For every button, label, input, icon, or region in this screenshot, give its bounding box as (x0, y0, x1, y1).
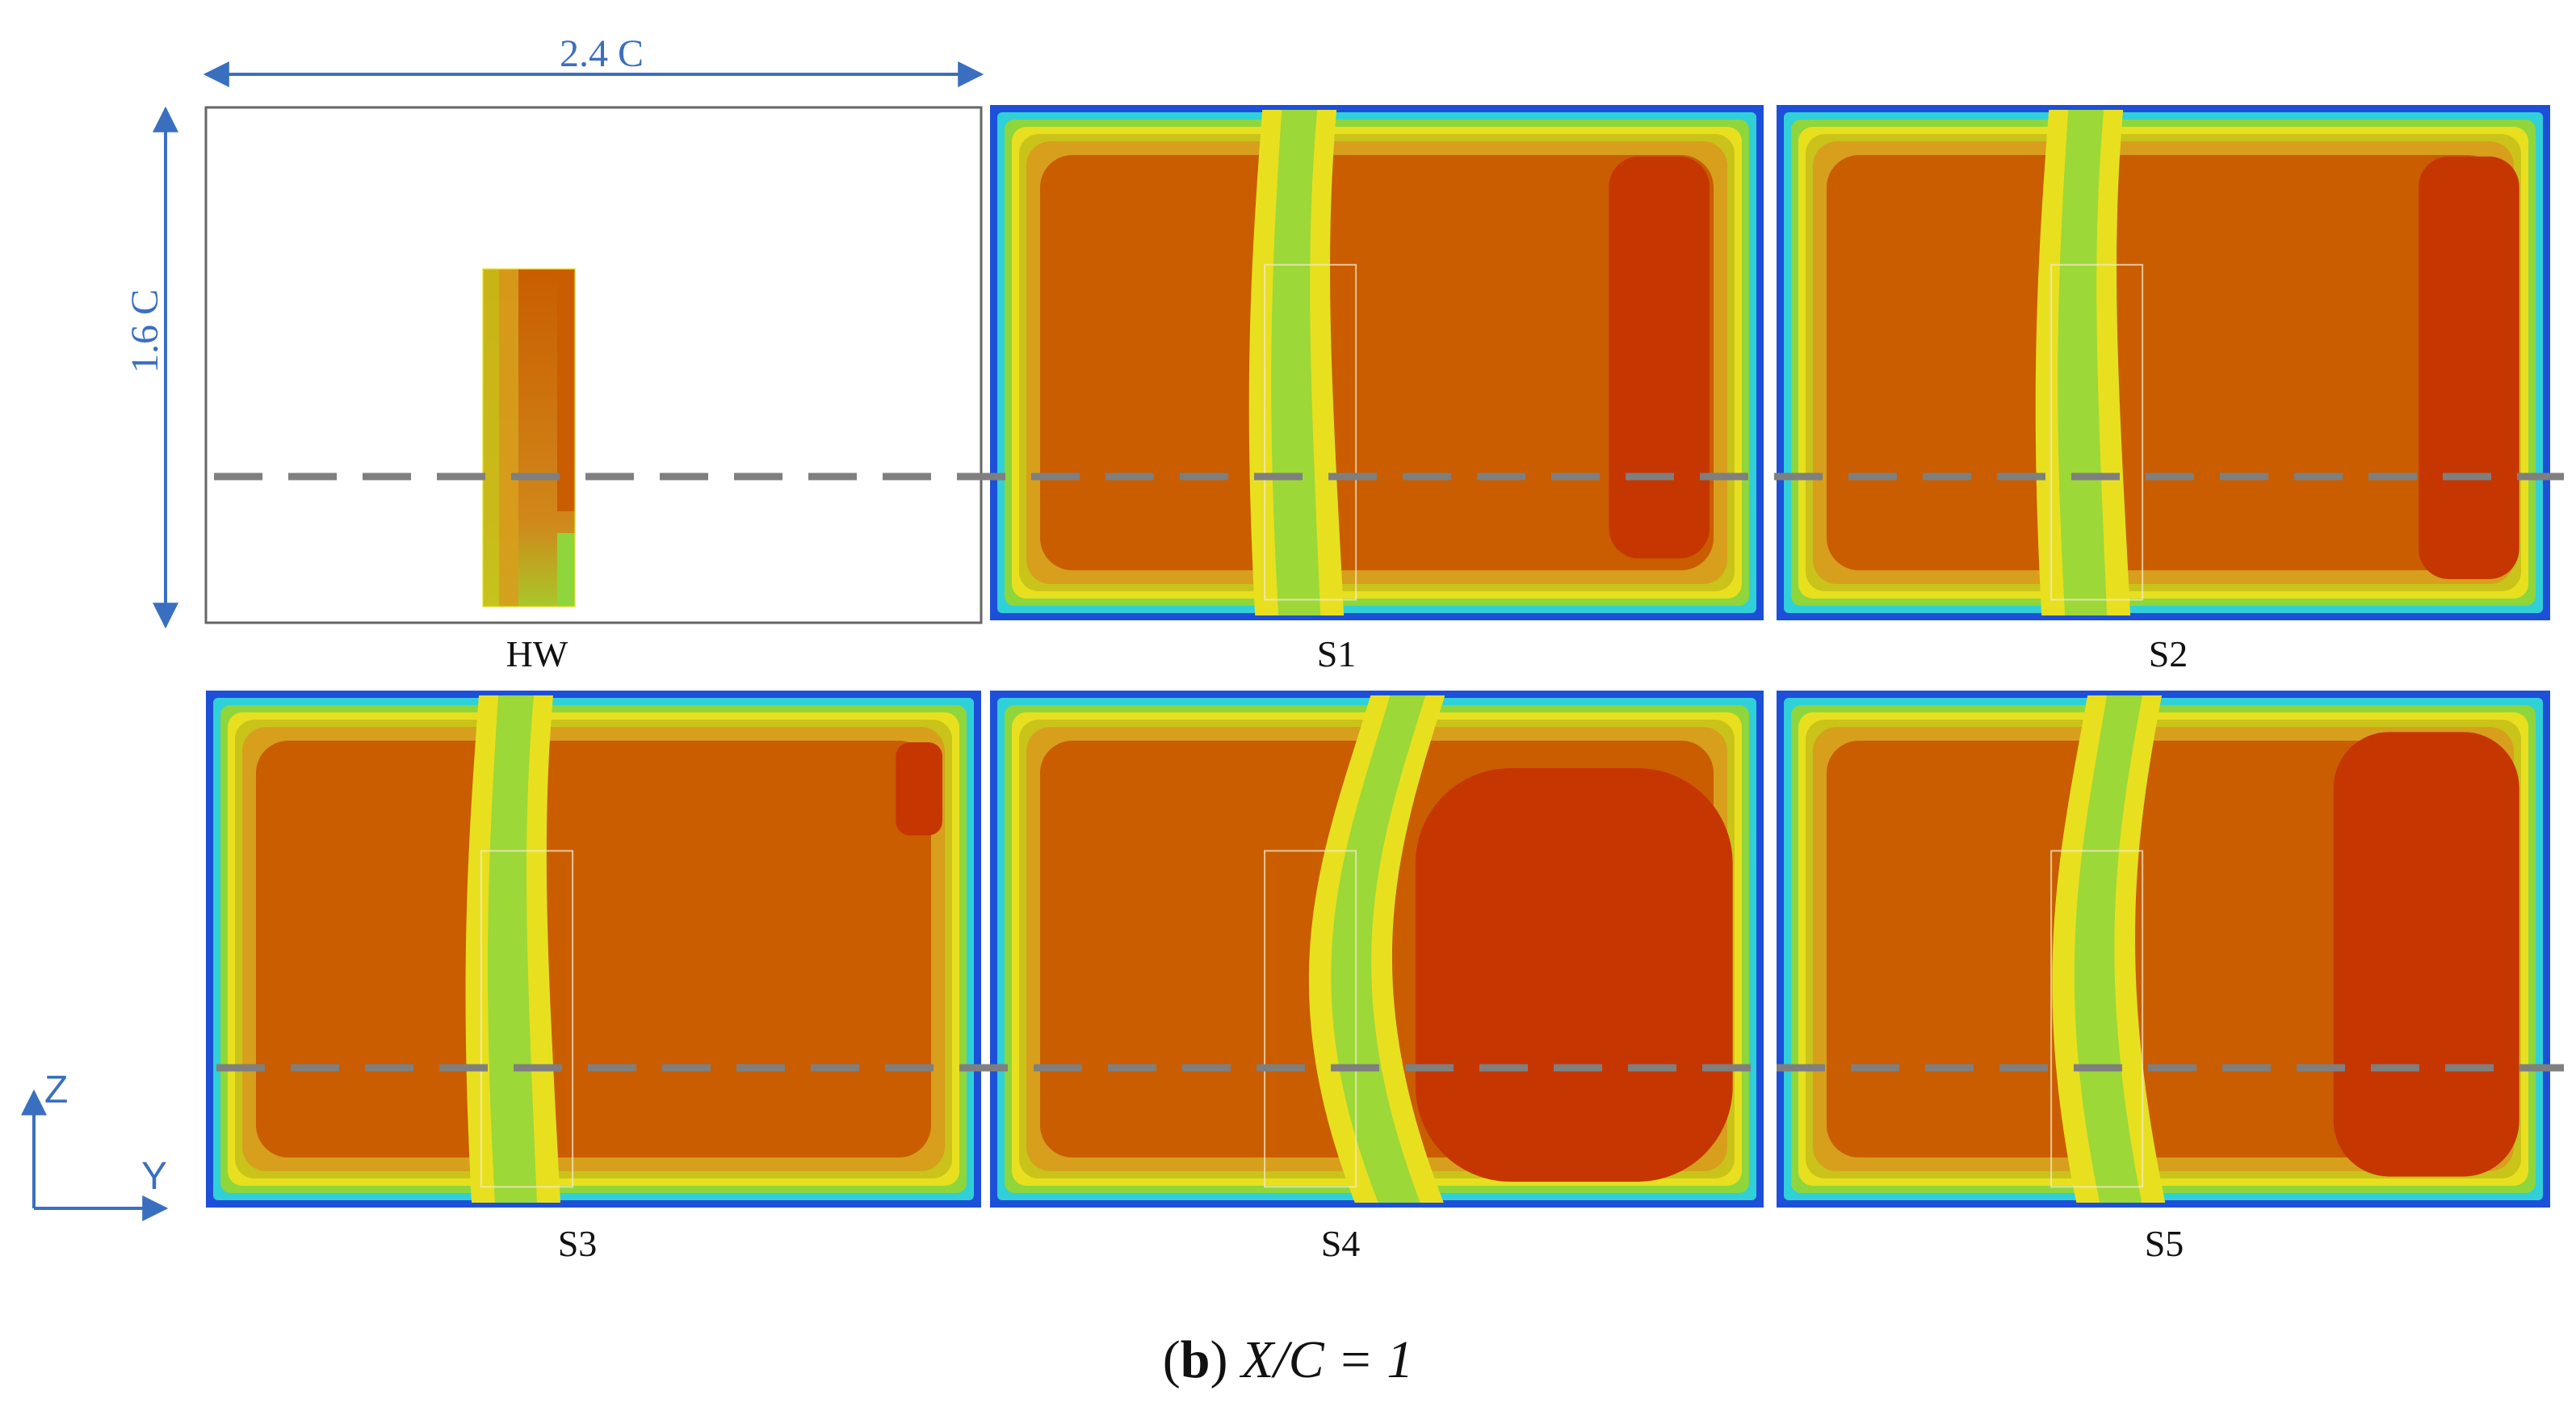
hot-zone (1415, 768, 1733, 1182)
panel-s3-label: S3 (558, 1223, 598, 1264)
wing-outline (2050, 263, 2144, 601)
caption-paren-close: ) (1210, 1330, 1228, 1389)
panel-s4: S4 (990, 691, 1764, 1264)
contour-core (256, 741, 931, 1157)
contour-core (1040, 155, 1714, 570)
hot-zone (896, 742, 942, 836)
vortex-band-inner (2074, 695, 2143, 1203)
height-dimension: 1.6 C (124, 106, 178, 629)
vortex-band-inner (2058, 110, 2108, 615)
caption-paren-open: ( (1163, 1330, 1181, 1389)
hot-zone (2419, 156, 2519, 579)
wing-outline (480, 850, 574, 1188)
panel-s2-label: S2 (2149, 633, 2188, 674)
panel-hw-frame (204, 106, 983, 624)
height-dimension-label: 1.6 C (124, 289, 166, 373)
caption-letter: b (1181, 1330, 1210, 1389)
width-dimension-label: 2.4 C (560, 32, 644, 75)
axes-indicator: Z Y (21, 1069, 169, 1221)
hw-wing-contour (482, 268, 576, 607)
axis-z-label: Z (44, 1069, 68, 1111)
panel-s1: S1 (990, 105, 1764, 674)
panel-s4-label: S4 (1321, 1223, 1361, 1264)
wing-outline (1264, 850, 1357, 1188)
axis-y-label: Y (141, 1155, 167, 1198)
vortex-band-inner (1331, 695, 1426, 1203)
panel-hw-label: HW (506, 633, 568, 674)
hot-zone (2333, 732, 2519, 1177)
panel-s1-label: S1 (1317, 633, 1357, 674)
width-dimension: 2.4 C (203, 32, 984, 87)
wing-outline (1264, 263, 1357, 601)
panel-s5: S5 (1777, 691, 2550, 1264)
vortex-band-inner (1271, 110, 1321, 615)
contour-core (1827, 155, 2500, 570)
hot-zone (1609, 156, 1710, 559)
panel-s3: S3 (206, 691, 981, 1264)
vortex-band-inner (488, 695, 537, 1203)
contour-core (1827, 741, 2500, 1157)
caption-text: X/C = 1 (1227, 1330, 1413, 1389)
panel-hw: HW (204, 106, 983, 674)
figure-caption: (b) X/C = 1 (1163, 1330, 1413, 1389)
wing-outline (2050, 850, 2144, 1188)
panel-s5-label: S5 (2145, 1223, 2184, 1264)
panel-s2: S2 (1777, 105, 2550, 674)
